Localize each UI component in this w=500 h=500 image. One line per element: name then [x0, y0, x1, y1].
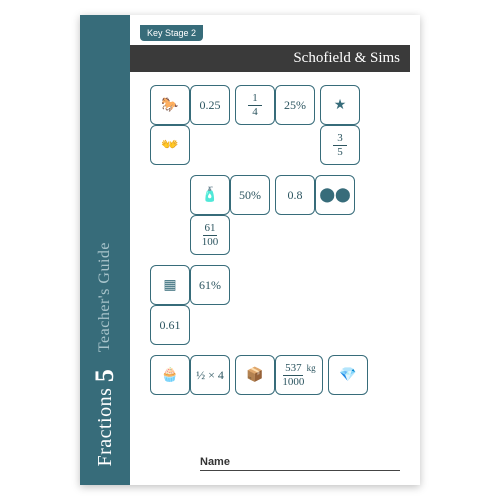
domino-tile: 35: [320, 125, 360, 165]
domino-tile: 25%: [275, 85, 315, 125]
domino-tile: 5371000 kg: [275, 355, 323, 395]
domino-tiles-grid: 🐎0.251425%★ 👐 35 🧴50%0.8⬤⬤ 61100▦61%0.61 🧁½ ×…: [140, 85, 410, 445]
name-field-label: Name: [200, 456, 400, 471]
level-number: 5: [90, 369, 119, 383]
spine-title: Fractions 5 Teacher's Guide: [90, 242, 120, 467]
domino-tile: 👐: [150, 125, 190, 165]
domino-tile: 💎: [328, 355, 368, 395]
domino-tile: 0.8: [275, 175, 315, 215]
domino-tile: 0.61: [150, 305, 190, 345]
domino-tile: 50%: [230, 175, 270, 215]
series-name: Fractions: [94, 388, 116, 467]
domino-tile: ▦: [150, 265, 190, 305]
domino-tile: ⬤⬤: [315, 175, 355, 215]
book-cover: Fractions 5 Teacher's Guide Key Stage 2 …: [80, 15, 420, 485]
domino-tile: 0.25: [190, 85, 230, 125]
domino-tile: ★: [320, 85, 360, 125]
main-area: Key Stage 2 Schofield & Sims 🐎0.251425%★…: [130, 15, 420, 485]
keystage-badge: Key Stage 2: [140, 25, 203, 41]
subtitle: Teacher's Guide: [96, 242, 113, 352]
domino-tile: 61100: [190, 215, 230, 255]
domino-tile: ½ × 4: [190, 355, 230, 395]
publisher-band: Schofield & Sims: [130, 45, 410, 72]
domino-tile: 📦: [235, 355, 275, 395]
domino-tile: 🧁: [150, 355, 190, 395]
spine-sidebar: Fractions 5 Teacher's Guide: [80, 15, 130, 485]
domino-tile: 🐎: [150, 85, 190, 125]
domino-tile: 61%: [190, 265, 230, 305]
domino-tile: 14: [235, 85, 275, 125]
domino-tile: 🧴: [190, 175, 230, 215]
